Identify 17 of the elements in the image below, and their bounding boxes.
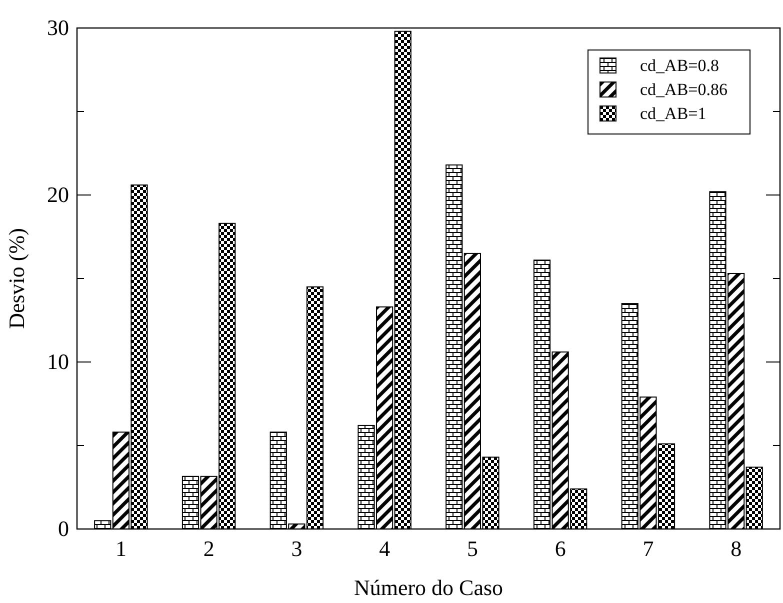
legend-label: cd_AB=1 (640, 104, 706, 123)
y-axis-title: Desvio (%) (4, 228, 29, 329)
x-tick-label: 8 (730, 536, 742, 562)
x-tick-label: 2 (203, 536, 214, 562)
x-tick-label: 3 (291, 536, 302, 562)
x-tick-label: 1 (115, 536, 126, 562)
x-tick-label: 7 (642, 536, 654, 562)
legend-label: cd_AB=0.8 (640, 56, 719, 75)
x-tick-label: 6 (554, 536, 566, 562)
legend-label: cd_AB=0.86 (640, 80, 728, 99)
y-tick-label: 20 (47, 182, 69, 208)
x-tick-label: 4 (379, 536, 390, 562)
y-tick-label: 30 (47, 15, 69, 40)
y-tick-label: 0 (58, 516, 69, 542)
y-tick-label: 10 (47, 349, 69, 374)
x-tick-label: 5 (466, 536, 478, 562)
x-axis-title: Número do Caso (354, 575, 504, 600)
